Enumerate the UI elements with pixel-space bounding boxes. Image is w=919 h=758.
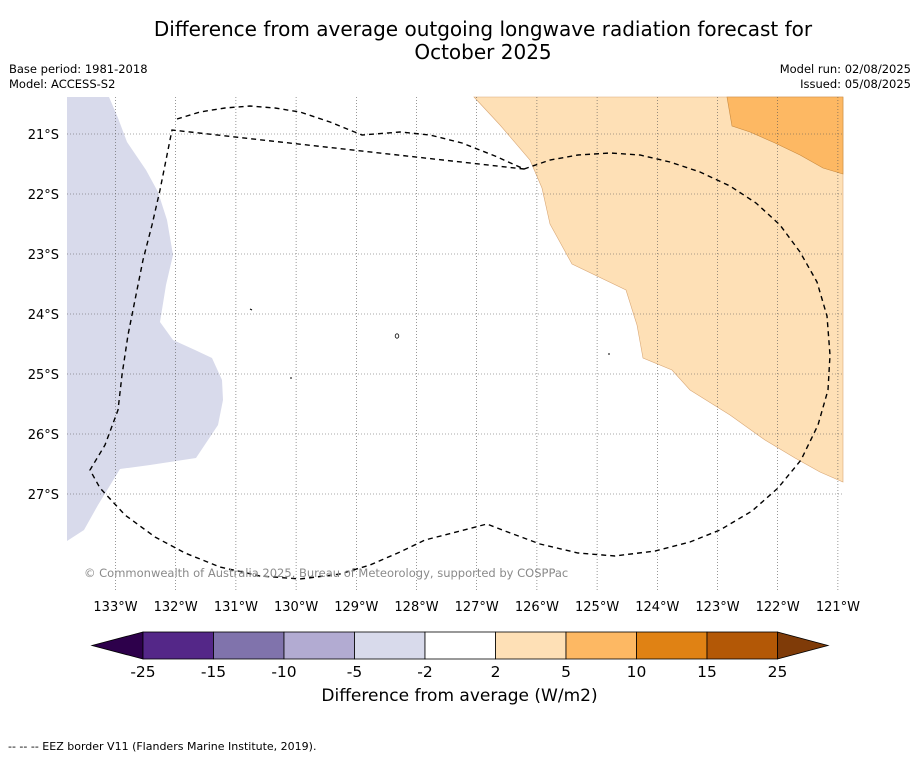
colorbar-tick-label: 2 [491,663,501,681]
issued-date: Issued: 05/08/2025 [800,77,911,91]
colorbar-tick-label: -5 [347,663,362,681]
colorbar-swatch [495,631,567,660]
lon-label: 128°W [394,600,438,615]
lon-label: 133°W [93,600,137,615]
lat-label: 21°S [28,128,59,143]
colorbar: -25 -15 -10 -5 -2 2 5 10 15 25 [90,631,830,681]
colorbar-swatch [354,631,426,660]
lon-label: 132°W [154,600,198,615]
island-mark [394,333,400,339]
colorbar-swatch [213,631,285,660]
anomaly-region-negative [67,97,223,541]
map-title: Difference from average outgoing longwav… [0,18,919,64]
model-name: Model: ACCESS-S2 [9,77,116,91]
anomaly-region-positive-medium [726,96,844,175]
colorbar-tick-label: 15 [697,663,717,681]
lat-label: 22°S [28,188,59,203]
lon-label: 124°W [635,600,679,615]
colorbar-swatch [636,631,708,660]
model-run: Model run: 02/08/2025 [779,62,911,76]
lon-label: 127°W [455,600,499,615]
colorbar-swatch [142,631,214,660]
colorbar-swatches [90,631,830,660]
lat-label: 25°S [28,368,59,383]
lon-label: 125°W [575,600,619,615]
base-period: Base period: 1981-2018 [9,62,148,76]
graticule [67,97,843,590]
title-line-2: October 2025 [414,40,552,64]
lon-label: 131°W [214,600,258,615]
lon-label: 122°W [756,600,800,615]
colorbar-ticks: -25 -15 -10 -5 -2 2 5 10 15 25 [130,663,787,681]
lat-label: 24°S [28,308,59,323]
colorbar-extend-high [777,631,830,660]
lat-label: 23°S [28,248,59,263]
colorbar-swatch [283,631,355,660]
longitude-labels: 133°W 132°W 131°W 130°W 129°W 128°W 127°W 126°W… [93,600,860,615]
map-plot-area: © Commonwealth of Australia 2025, Bureau… [28,96,860,615]
colorbar-tick-label: -25 [130,663,155,681]
colorbar-tick-label: 25 [768,663,788,681]
lon-label: 130°W [274,600,318,615]
colorbar-tick-label: 5 [561,663,571,681]
colorbar-swatch [706,631,778,660]
island-mark [249,308,253,311]
meta-left: Base period: 1981-2018 Model: ACCESS-S2 [9,62,148,92]
lat-label: 26°S [28,428,59,443]
lon-label: 121°W [816,600,860,615]
lon-label: 129°W [334,600,378,615]
title-line-1: Difference from average outgoing longwav… [153,17,813,41]
colorbar-tick-label: -2 [417,663,432,681]
eez-border [89,105,831,580]
colorbar-swatch [424,631,496,660]
colorbar-title: Difference from average (W/m2) [321,686,598,706]
colorbar-tick-label: 10 [627,663,647,681]
lon-label: 126°W [515,600,559,615]
meta-right: Model run: 02/08/2025 Issued: 05/08/2025 [780,62,911,92]
latitude-labels: 21°S 22°S 23°S 24°S 25°S 26°S 27°S [28,128,59,503]
copyright-notice: © Commonwealth of Australia 2025, Bureau… [84,566,568,580]
eez-legend: -- -- -- EEZ border V11 (Flanders Marine… [8,740,317,753]
lon-label: 123°W [695,600,739,615]
colorbar-swatch [565,631,637,660]
colorbar-tick-label: -15 [201,663,226,681]
lat-label: 27°S [28,488,59,503]
colorbar-tick-label: -10 [271,663,296,681]
colorbar-extend-low [90,631,144,660]
